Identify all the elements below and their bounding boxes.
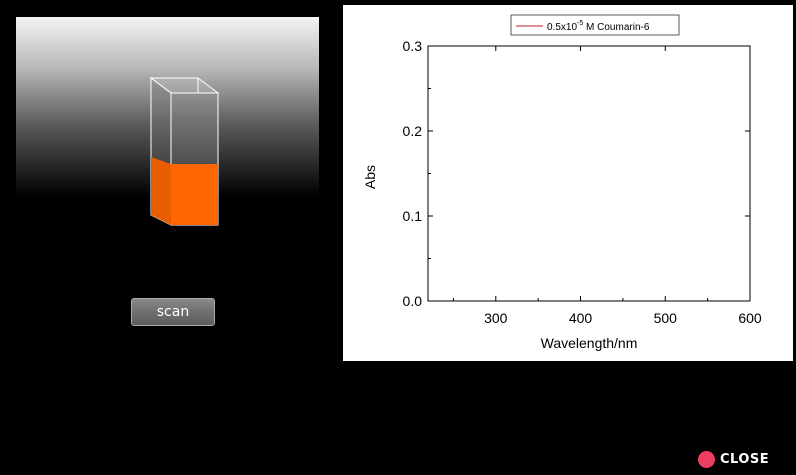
x-axis: 300 400 500 600 xyxy=(452,46,762,326)
absorbance-chart: 0.5x10-5 M Coumarin-6 0.0 0.1 0.2 0.3 300 40… xyxy=(362,14,762,351)
y-axis-label: Abs xyxy=(362,165,378,189)
close-button[interactable]: CLOSE xyxy=(698,449,769,469)
cuvette-liquid-side xyxy=(151,157,171,225)
sample-preview-panel xyxy=(16,17,319,226)
absorbance-chart-panel: 0.5x10-5 M Coumarin-6 0.0 0.1 0.2 0.3 300 40… xyxy=(343,5,793,361)
close-dot-icon xyxy=(698,450,715,468)
x-tick-label: 600 xyxy=(738,310,762,326)
x-tick-label: 300 xyxy=(484,310,508,326)
y-tick-label: 0.2 xyxy=(403,123,423,139)
x-tick-label: 400 xyxy=(569,310,593,326)
cuvette-liquid xyxy=(171,164,218,225)
y-tick-label: 0.1 xyxy=(403,208,423,224)
y-axis: 0.0 0.1 0.2 0.3 xyxy=(403,38,750,309)
chart-legend: 0.5x10-5 M Coumarin-6 xyxy=(510,14,680,36)
y-tick-label: 0.0 xyxy=(403,293,423,309)
legend-label: 0.5x10-5 M Coumarin-6 xyxy=(547,20,650,33)
x-tick-label: 500 xyxy=(654,310,678,326)
scan-button[interactable]: scan xyxy=(131,298,215,326)
y-tick-label: 0.3 xyxy=(403,38,423,54)
plot-area xyxy=(427,45,751,302)
x-axis-label: Wavelength/nm xyxy=(541,335,638,351)
close-label: CLOSE xyxy=(720,451,770,467)
cuvette xyxy=(149,77,220,226)
